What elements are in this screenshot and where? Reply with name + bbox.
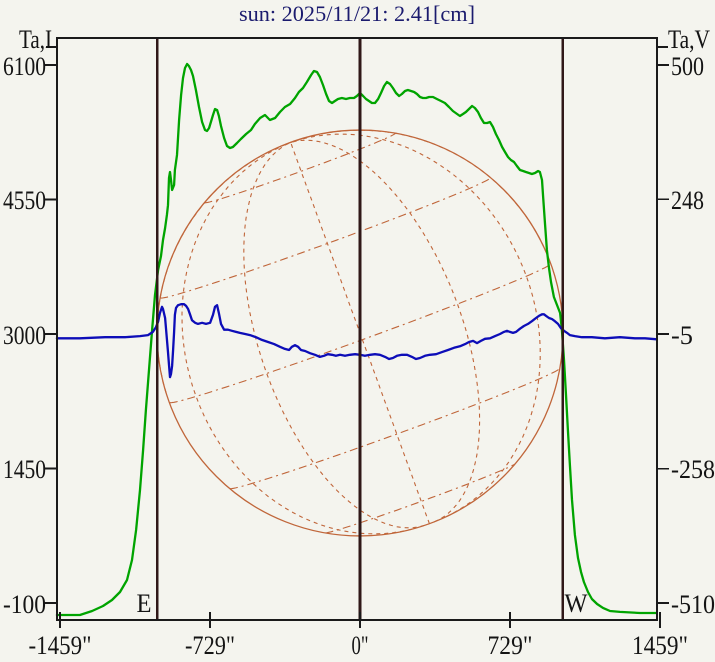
right-axis-tick-label-1: 248: [671, 186, 704, 215]
scan-curves: [55, 62, 659, 617]
plot-frame: [56, 37, 658, 621]
right-axis-tick-label-4: -510: [671, 590, 715, 619]
limb-and-center-lines: [155, 38, 565, 620]
bottom-axis-tick-label-1: -729": [185, 631, 235, 660]
heliographic-meridian: [156, 141, 291, 393]
chart-title: sun: 2025/11/21: 2.41[cm]: [239, 1, 475, 26]
left-axis-tick-label-0: 6100: [3, 52, 46, 81]
heliographic-meridian: [290, 133, 541, 518]
heliographic-meridian: [181, 141, 413, 535]
right-axis-name: Ta,V: [668, 25, 710, 54]
heliographic-meridian: [290, 139, 481, 523]
left-axis-tick-label-2: 3000: [3, 321, 46, 350]
left-axis-name: Ta,I: [19, 25, 52, 54]
heliographic-parallel: [159, 177, 492, 299]
right-axis-tick-label-0: 500: [671, 52, 704, 81]
right-axis-tick-label-2: -5: [671, 321, 693, 350]
left-axis-tick-label-1: 4550: [3, 186, 46, 215]
ta-i-curve: [55, 62, 659, 617]
bottom-axis-tick-label-4: 1459": [632, 631, 688, 660]
left-axis-tick-label-3: 1450: [3, 455, 46, 484]
heliographic-meridian: [243, 141, 425, 529]
heliographic-parallel: [229, 368, 561, 490]
bottom-axis-tick-label-3: 729": [488, 631, 533, 660]
heliographic-parallel: [325, 463, 516, 534]
east-limb-label: E: [137, 589, 152, 618]
bottom-axis-tick-label-2: 0": [352, 631, 369, 660]
bottom-axis-tick-label-0: -1459": [29, 631, 92, 660]
heliographic-meridian: [290, 129, 548, 254]
right-axis-tick-label-3: -258: [671, 455, 715, 484]
heliographic-parallel: [204, 132, 396, 204]
west-limb-label: W: [565, 589, 588, 618]
ta-v-curve: [55, 303, 659, 379]
axis-ticks: [45, 64, 669, 628]
left-axis-tick-label-4: -100: [3, 590, 46, 619]
